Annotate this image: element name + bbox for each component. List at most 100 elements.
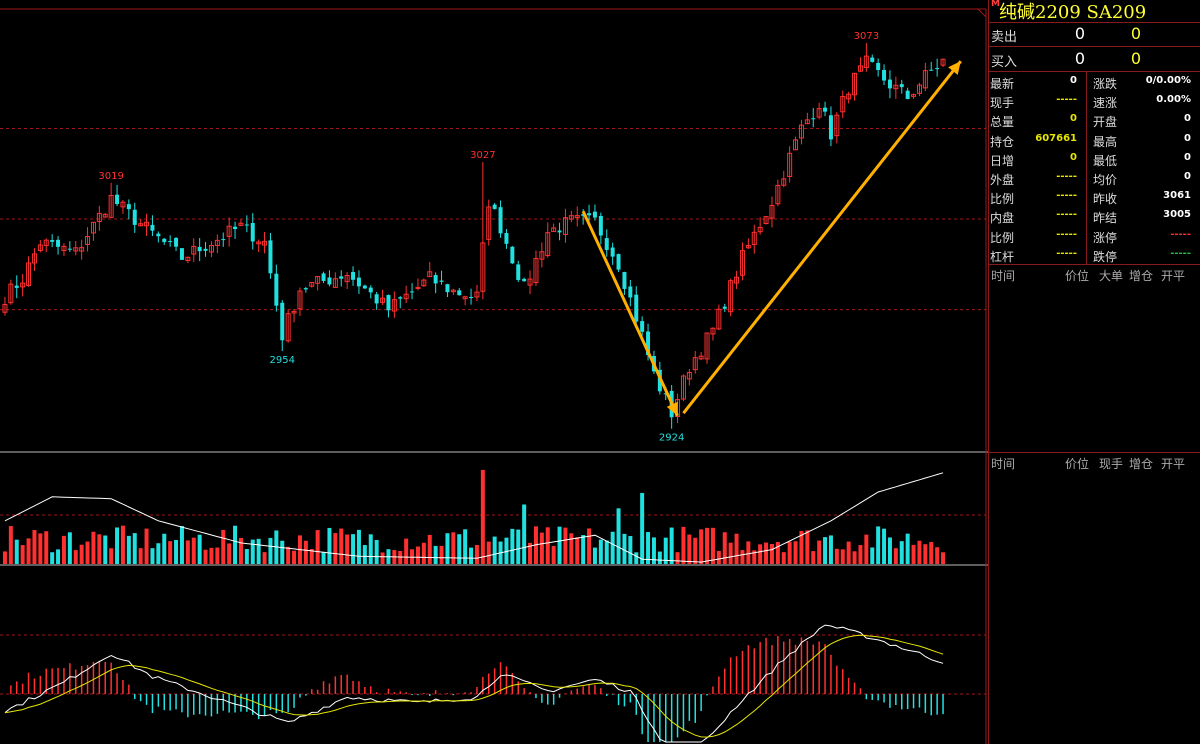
volume-bar [85, 541, 90, 564]
volume-bar [469, 547, 474, 564]
candle-body [922, 70, 928, 89]
volume-bar [209, 547, 214, 564]
candle-body [262, 240, 268, 246]
symbol-title: 纯碱2209 SA209 [999, 2, 1147, 23]
volume-bar [870, 547, 875, 564]
volume-bar [238, 537, 243, 564]
quote-value: ----- [1056, 190, 1077, 202]
volume-bar [699, 529, 704, 564]
buy-price: 0 [1074, 49, 1085, 68]
volume-bar [539, 532, 544, 564]
market-flag: M [991, 0, 1000, 9]
quote-value: ----- [1056, 94, 1077, 106]
trend-arrow-line [581, 210, 679, 417]
price-extreme-label: 3073 [854, 31, 879, 42]
candle-body [2, 303, 8, 313]
volume-bar [911, 544, 916, 564]
volume-bar [292, 550, 297, 564]
candle-body [882, 69, 887, 81]
candle-body [516, 264, 521, 280]
volume-bar [516, 529, 521, 564]
candle-body [911, 94, 917, 97]
candle-body [574, 215, 580, 219]
volume-bar [327, 527, 332, 564]
th-time: 时间 [991, 269, 1016, 283]
buy-row[interactable]: 买入 0 0 [989, 47, 1200, 72]
candle-body [646, 331, 651, 356]
volume-bar [250, 539, 255, 564]
volume-bar [486, 541, 491, 564]
volume-bar [787, 541, 792, 564]
sell-row[interactable]: 卖出 0 0 [989, 22, 1200, 47]
quote-value: 0 [1184, 132, 1191, 144]
sell-label: 卖出 [991, 30, 1018, 45]
volume-bar [846, 541, 851, 564]
grid-layer [0, 8, 988, 744]
candle-body [857, 65, 863, 72]
candle-body [557, 230, 562, 233]
candle-body [722, 306, 727, 309]
divider [989, 264, 1200, 265]
candle-body [769, 204, 775, 219]
volume-bar [233, 525, 238, 564]
candle-body [486, 206, 492, 240]
candle-body [823, 107, 828, 112]
candle-body [61, 245, 67, 252]
volume-bar [351, 534, 356, 564]
quote-row: 现手 ----- 速涨 0.00% [989, 92, 1200, 111]
candle-body [256, 241, 262, 245]
symbol-title-bar[interactable]: M 纯碱2209 SA209 [989, 0, 1200, 23]
volume-bar [575, 537, 580, 564]
volume-bar [197, 534, 202, 564]
tick-header-1: 时间 价位 大单 增仓 开平 [989, 266, 1200, 284]
volume-bar [681, 526, 686, 564]
candle-body [90, 221, 96, 234]
volume-bar [457, 534, 462, 564]
volume-bar [215, 547, 220, 564]
quote-label: 最低 [1093, 153, 1118, 168]
volume-bar [610, 531, 615, 564]
quote-label: 比例 [990, 230, 1015, 245]
volume-bar [32, 530, 37, 564]
th-kaiping: 开平 [1161, 269, 1186, 283]
volume-bar [138, 548, 143, 564]
volume-bar [905, 533, 910, 564]
price-chart-area[interactable]: 3019 2954 3027 2924 3073 [0, 0, 988, 744]
volume-bar [445, 533, 450, 564]
volume-bar [528, 542, 533, 564]
volume-bar [38, 533, 43, 564]
candle-body [168, 240, 173, 242]
candle-body [179, 248, 184, 260]
th2-hand: 现手 [1099, 457, 1124, 471]
candle-body [551, 227, 557, 233]
volume-bar [740, 550, 745, 564]
volume-bar [73, 550, 78, 564]
candle-body [793, 139, 799, 151]
candle-body [162, 238, 167, 243]
volume-bar [941, 552, 946, 564]
volume-bar [174, 540, 179, 564]
candle-body [504, 233, 509, 244]
candle-body [244, 224, 249, 226]
candle-body [221, 239, 226, 241]
candle-body [268, 240, 273, 274]
candle-body [450, 289, 456, 293]
volume-bar [828, 535, 833, 564]
candle-body [775, 184, 781, 205]
quote-value: ----- [1056, 247, 1077, 259]
volume-bar [893, 548, 898, 564]
candle-body [433, 275, 438, 284]
trend-arrow-line [682, 60, 962, 415]
volume-bar [569, 533, 574, 564]
divider [989, 452, 1200, 453]
candle-body [191, 245, 197, 255]
candle-body [728, 280, 734, 313]
volume-bar [492, 536, 497, 564]
volume-bar [793, 541, 798, 564]
volume-bar [687, 534, 692, 564]
volume-bar [734, 533, 739, 564]
volume-bar [144, 528, 149, 564]
price-extreme-label: 2954 [270, 355, 295, 366]
quote-row: 比例 ----- 涨停 ----- [989, 227, 1200, 246]
candle-body [510, 246, 515, 264]
